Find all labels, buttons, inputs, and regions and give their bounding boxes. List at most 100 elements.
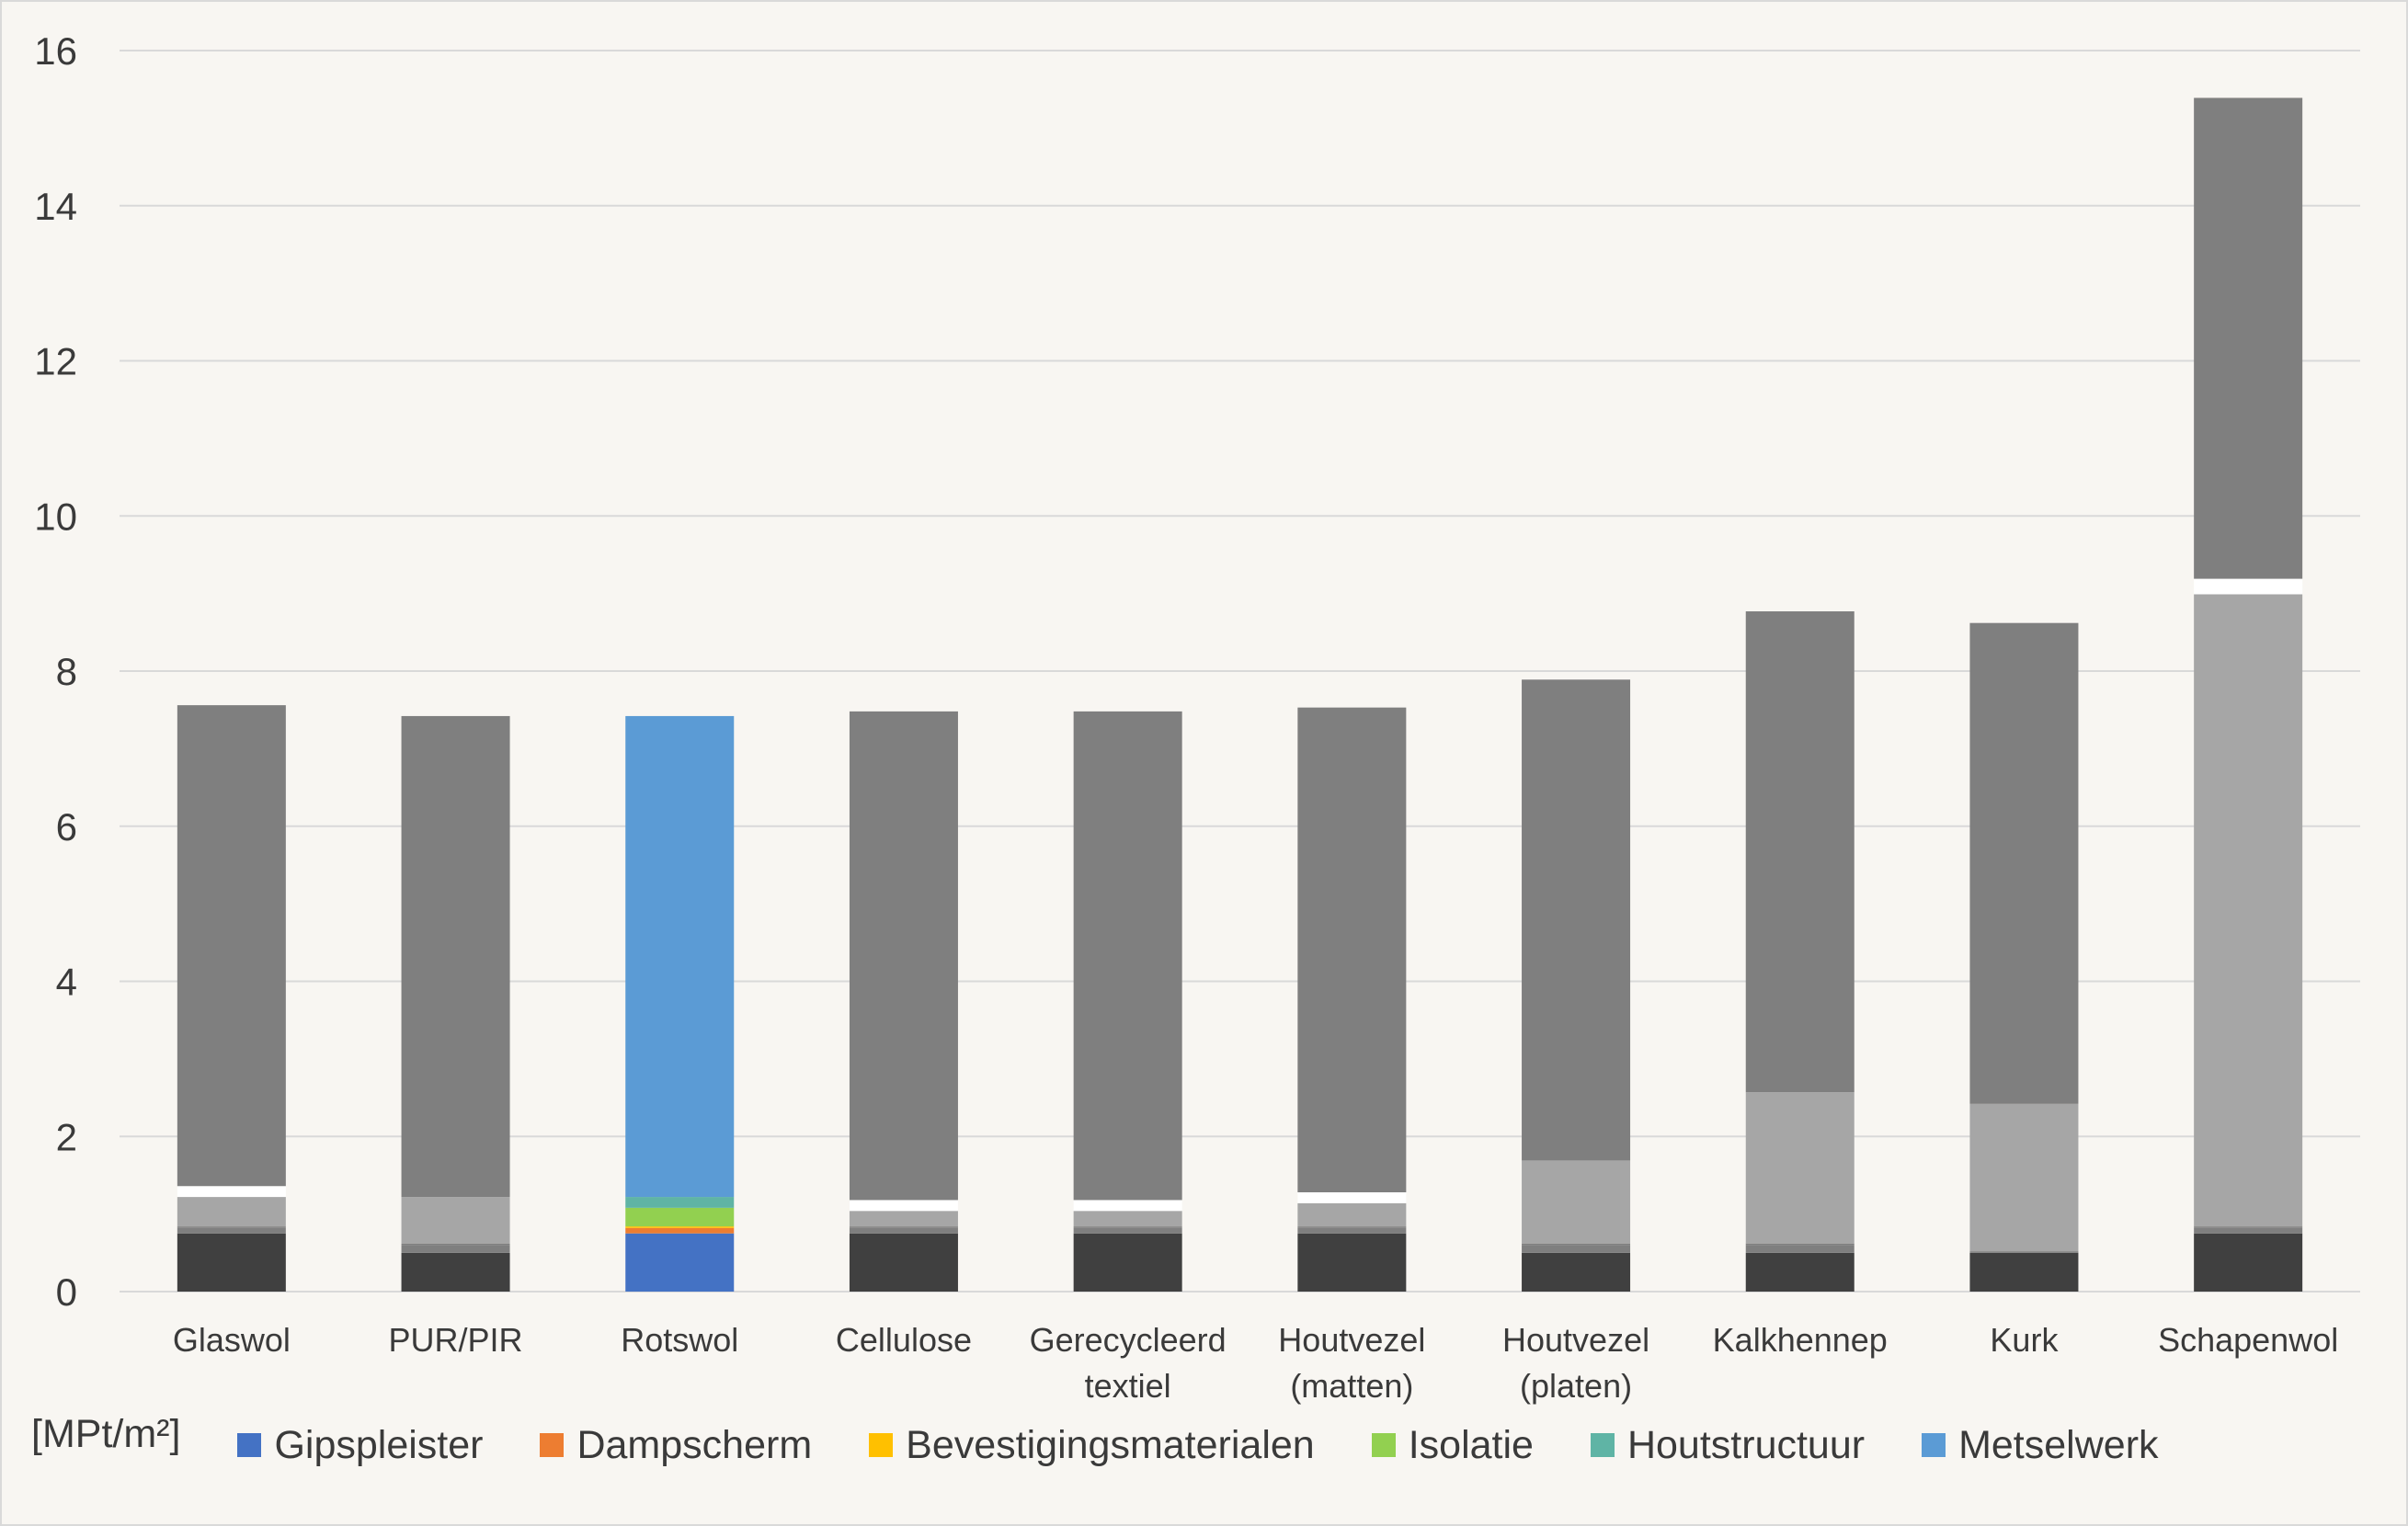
bar-segment-bevestigingsmaterialen: [401, 1243, 510, 1246]
x-tick-label: Houtvezel (matten): [1278, 1321, 1425, 1405]
bar-segment-houtstructuur: [849, 1200, 958, 1212]
bar-segment-metselwerk: [625, 715, 735, 1198]
bar-segment-metselwerk: [1969, 622, 2079, 1104]
bar-segment-isolatie: [401, 1197, 510, 1244]
legend-label: Gipspleister: [274, 1422, 484, 1467]
y-tick-label: 6: [56, 805, 77, 848]
x-tick-label: Kurk: [1990, 1321, 2059, 1359]
bar-segment-bevestigingsmaterialen: [1969, 1251, 2079, 1253]
y-tick-label: 4: [56, 961, 77, 1004]
x-tick-labels: Glaswol PUR/PIR Rotswol Cellulose Gerecyclee…: [173, 1321, 2338, 1405]
bar-segment-dampscherm: [625, 1227, 735, 1234]
bar-segment-gipspleister: [2194, 1233, 2303, 1292]
legend-label: Metselwerk: [1958, 1422, 2159, 1467]
y-tick-label: 12: [34, 340, 77, 383]
bar-segment-isolatie: [177, 1197, 286, 1227]
legend: [MPt/m²] Gipspleister Dampscherm Bevestigi…: [31, 1411, 2385, 1477]
legend-items: Gipspleister Dampscherm Bevestigingsmateri…: [237, 1423, 2215, 1468]
bar-segment-dampscherm: [401, 1245, 510, 1253]
bar-segment-isolatie: [849, 1211, 958, 1227]
legend-item-bevestigingsmaterialen: Bevestigingsmaterialen: [869, 1423, 1315, 1468]
legend-label: Bevestigingsmaterialen: [906, 1422, 1315, 1467]
bar-segment-bevestigingsmaterialen: [177, 1226, 286, 1228]
bar-segment-dampscherm: [1522, 1245, 1631, 1253]
bar-segment-dampscherm: [177, 1227, 286, 1234]
x-tick-label: Gerecycleerd textiel: [1030, 1321, 1227, 1405]
y-tick-label: 0: [56, 1270, 77, 1314]
legend-item-gipspleister: Gipspleister: [237, 1423, 483, 1468]
legend-label: Isolatie: [1408, 1422, 1534, 1467]
x-tick-label: Kalkhennep: [1713, 1321, 1888, 1359]
bar-segment-bevestigingsmaterialen: [849, 1226, 958, 1228]
bar-segment-metselwerk: [1073, 711, 1182, 1201]
bar-segment-gipspleister: [401, 1252, 510, 1292]
legend-label: Houtstructuur: [1626, 1422, 1866, 1467]
bar-segment-isolatie: [1745, 1092, 1855, 1244]
legend-swatch: [869, 1433, 894, 1457]
legend-swatch: [1922, 1433, 1946, 1457]
bar-segment-gipspleister: [177, 1233, 286, 1292]
y-tick-labels: 0 2 4 6 8 10 12 14 16: [34, 29, 77, 1314]
bar-segment-metselwerk: [1745, 611, 1855, 1093]
bar-segment-gipspleister: [849, 1233, 958, 1292]
bar-segment-bevestigingsmaterialen: [1522, 1243, 1631, 1246]
bar-segment-dampscherm: [1073, 1227, 1182, 1234]
legend-item-metselwerk: Metselwerk: [1922, 1422, 2159, 1468]
y-tick-label: 14: [34, 185, 77, 228]
legend-item-dampscherm: Dampscherm: [540, 1423, 812, 1468]
x-tick-label: Cellulose: [836, 1321, 972, 1359]
y-tick-label: 2: [56, 1115, 77, 1158]
bar-segment-metselwerk: [1297, 707, 1407, 1192]
legend-label: Dampscherm: [576, 1422, 813, 1467]
bar-segment-metselwerk: [1522, 679, 1631, 1161]
bar-segment-gipspleister: [1522, 1252, 1631, 1292]
y-tick-label: 16: [34, 29, 77, 73]
bar-segment-gipspleister: [1745, 1252, 1855, 1292]
bar-segment-houtstructuur: [625, 1197, 735, 1208]
y-tick-label: 8: [56, 650, 77, 693]
x-tick-label: Schapenwol: [2158, 1321, 2338, 1359]
bar-segment-isolatie: [1969, 1103, 2079, 1252]
bar-segment-houtstructuur: [2194, 578, 2303, 595]
bar-segment-isolatie: [2194, 594, 2303, 1227]
bar-segment-isolatie: [1073, 1211, 1182, 1227]
legend-swatch: [1590, 1433, 1615, 1457]
bar-segment-metselwerk: [849, 711, 958, 1201]
bar-segment-bevestigingsmaterialen: [625, 1226, 735, 1228]
unit-label: [MPt/m²]: [31, 1411, 181, 1456]
bar-segment-metselwerk: [2194, 97, 2303, 579]
legend-swatch: [540, 1433, 565, 1457]
bar-segment-bevestigingsmaterialen: [1297, 1226, 1407, 1228]
legend-swatch: [237, 1433, 262, 1457]
legend-item-houtstructuur: Houtstructuur: [1590, 1422, 1866, 1468]
x-tick-label: Houtvezel (platen): [1502, 1321, 1649, 1405]
bar-segment-bevestigingsmaterialen: [1745, 1243, 1855, 1246]
x-tick-label: PUR/PIR: [389, 1321, 523, 1359]
bars: [177, 97, 2303, 1292]
bar-segment-gipspleister: [1073, 1233, 1182, 1292]
bar-segment-houtstructuur: [1297, 1192, 1407, 1203]
bar-segment-isolatie: [1522, 1160, 1631, 1244]
y-tick-label: 10: [34, 495, 77, 538]
bar-segment-gipspleister: [1969, 1252, 2079, 1292]
bar-segment-dampscherm: [849, 1227, 958, 1234]
bar-segment-bevestigingsmaterialen: [1073, 1226, 1182, 1228]
bar-segment-houtstructuur: [1073, 1200, 1182, 1212]
bar-segment-isolatie: [1297, 1202, 1407, 1227]
x-tick-label: Rotswol: [621, 1321, 738, 1359]
bar-segment-gipspleister: [625, 1233, 735, 1292]
legend-item-isolatie: Isolatie: [1371, 1422, 1534, 1468]
bar-segment-bevestigingsmaterialen: [2194, 1226, 2303, 1228]
bar-segment-dampscherm: [2194, 1227, 2303, 1234]
bar-segment-metselwerk: [177, 705, 286, 1187]
bar-segment-metselwerk: [401, 715, 510, 1198]
bar-segment-dampscherm: [1745, 1245, 1855, 1253]
bar-segment-isolatie: [625, 1207, 735, 1227]
bar-segment-houtstructuur: [177, 1186, 286, 1198]
bar-segment-gipspleister: [1297, 1233, 1407, 1292]
bar-segment-dampscherm: [1297, 1227, 1407, 1234]
legend-swatch: [1371, 1433, 1396, 1457]
x-tick-label: Glaswol: [173, 1321, 291, 1359]
